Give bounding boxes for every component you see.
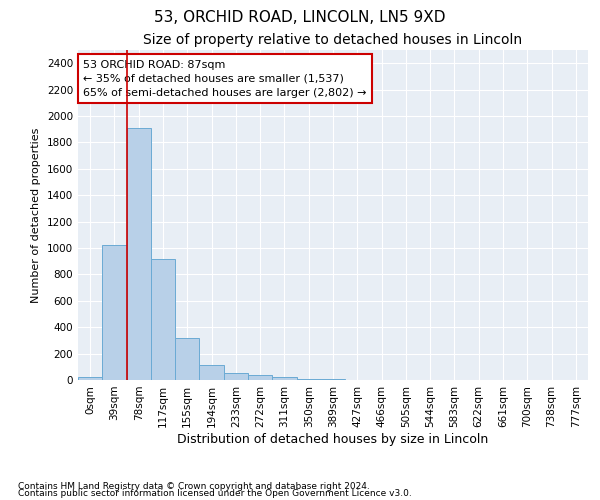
Text: 53, ORCHID ROAD, LINCOLN, LN5 9XD: 53, ORCHID ROAD, LINCOLN, LN5 9XD	[154, 10, 446, 25]
Bar	[127, 128, 151, 380]
Bar	[199, 366, 224, 380]
Text: Contains HM Land Registry data © Crown copyright and database right 2024.: Contains HM Land Registry data © Crown c…	[18, 482, 370, 491]
Bar	[102, 246, 127, 380]
Text: 53 ORCHID ROAD: 87sqm
← 35% of detached houses are smaller (1,537)
65% of semi-d: 53 ORCHID ROAD: 87sqm ← 35% of detached …	[83, 60, 367, 98]
X-axis label: Distribution of detached houses by size in Lincoln: Distribution of detached houses by size …	[178, 432, 488, 446]
Bar	[248, 376, 272, 380]
Bar	[175, 338, 199, 380]
Bar	[272, 378, 296, 380]
Y-axis label: Number of detached properties: Number of detached properties	[31, 128, 41, 302]
Title: Size of property relative to detached houses in Lincoln: Size of property relative to detached ho…	[143, 34, 523, 48]
Bar	[151, 258, 175, 380]
Bar	[224, 372, 248, 380]
Text: Contains public sector information licensed under the Open Government Licence v3: Contains public sector information licen…	[18, 489, 412, 498]
Bar	[78, 378, 102, 380]
